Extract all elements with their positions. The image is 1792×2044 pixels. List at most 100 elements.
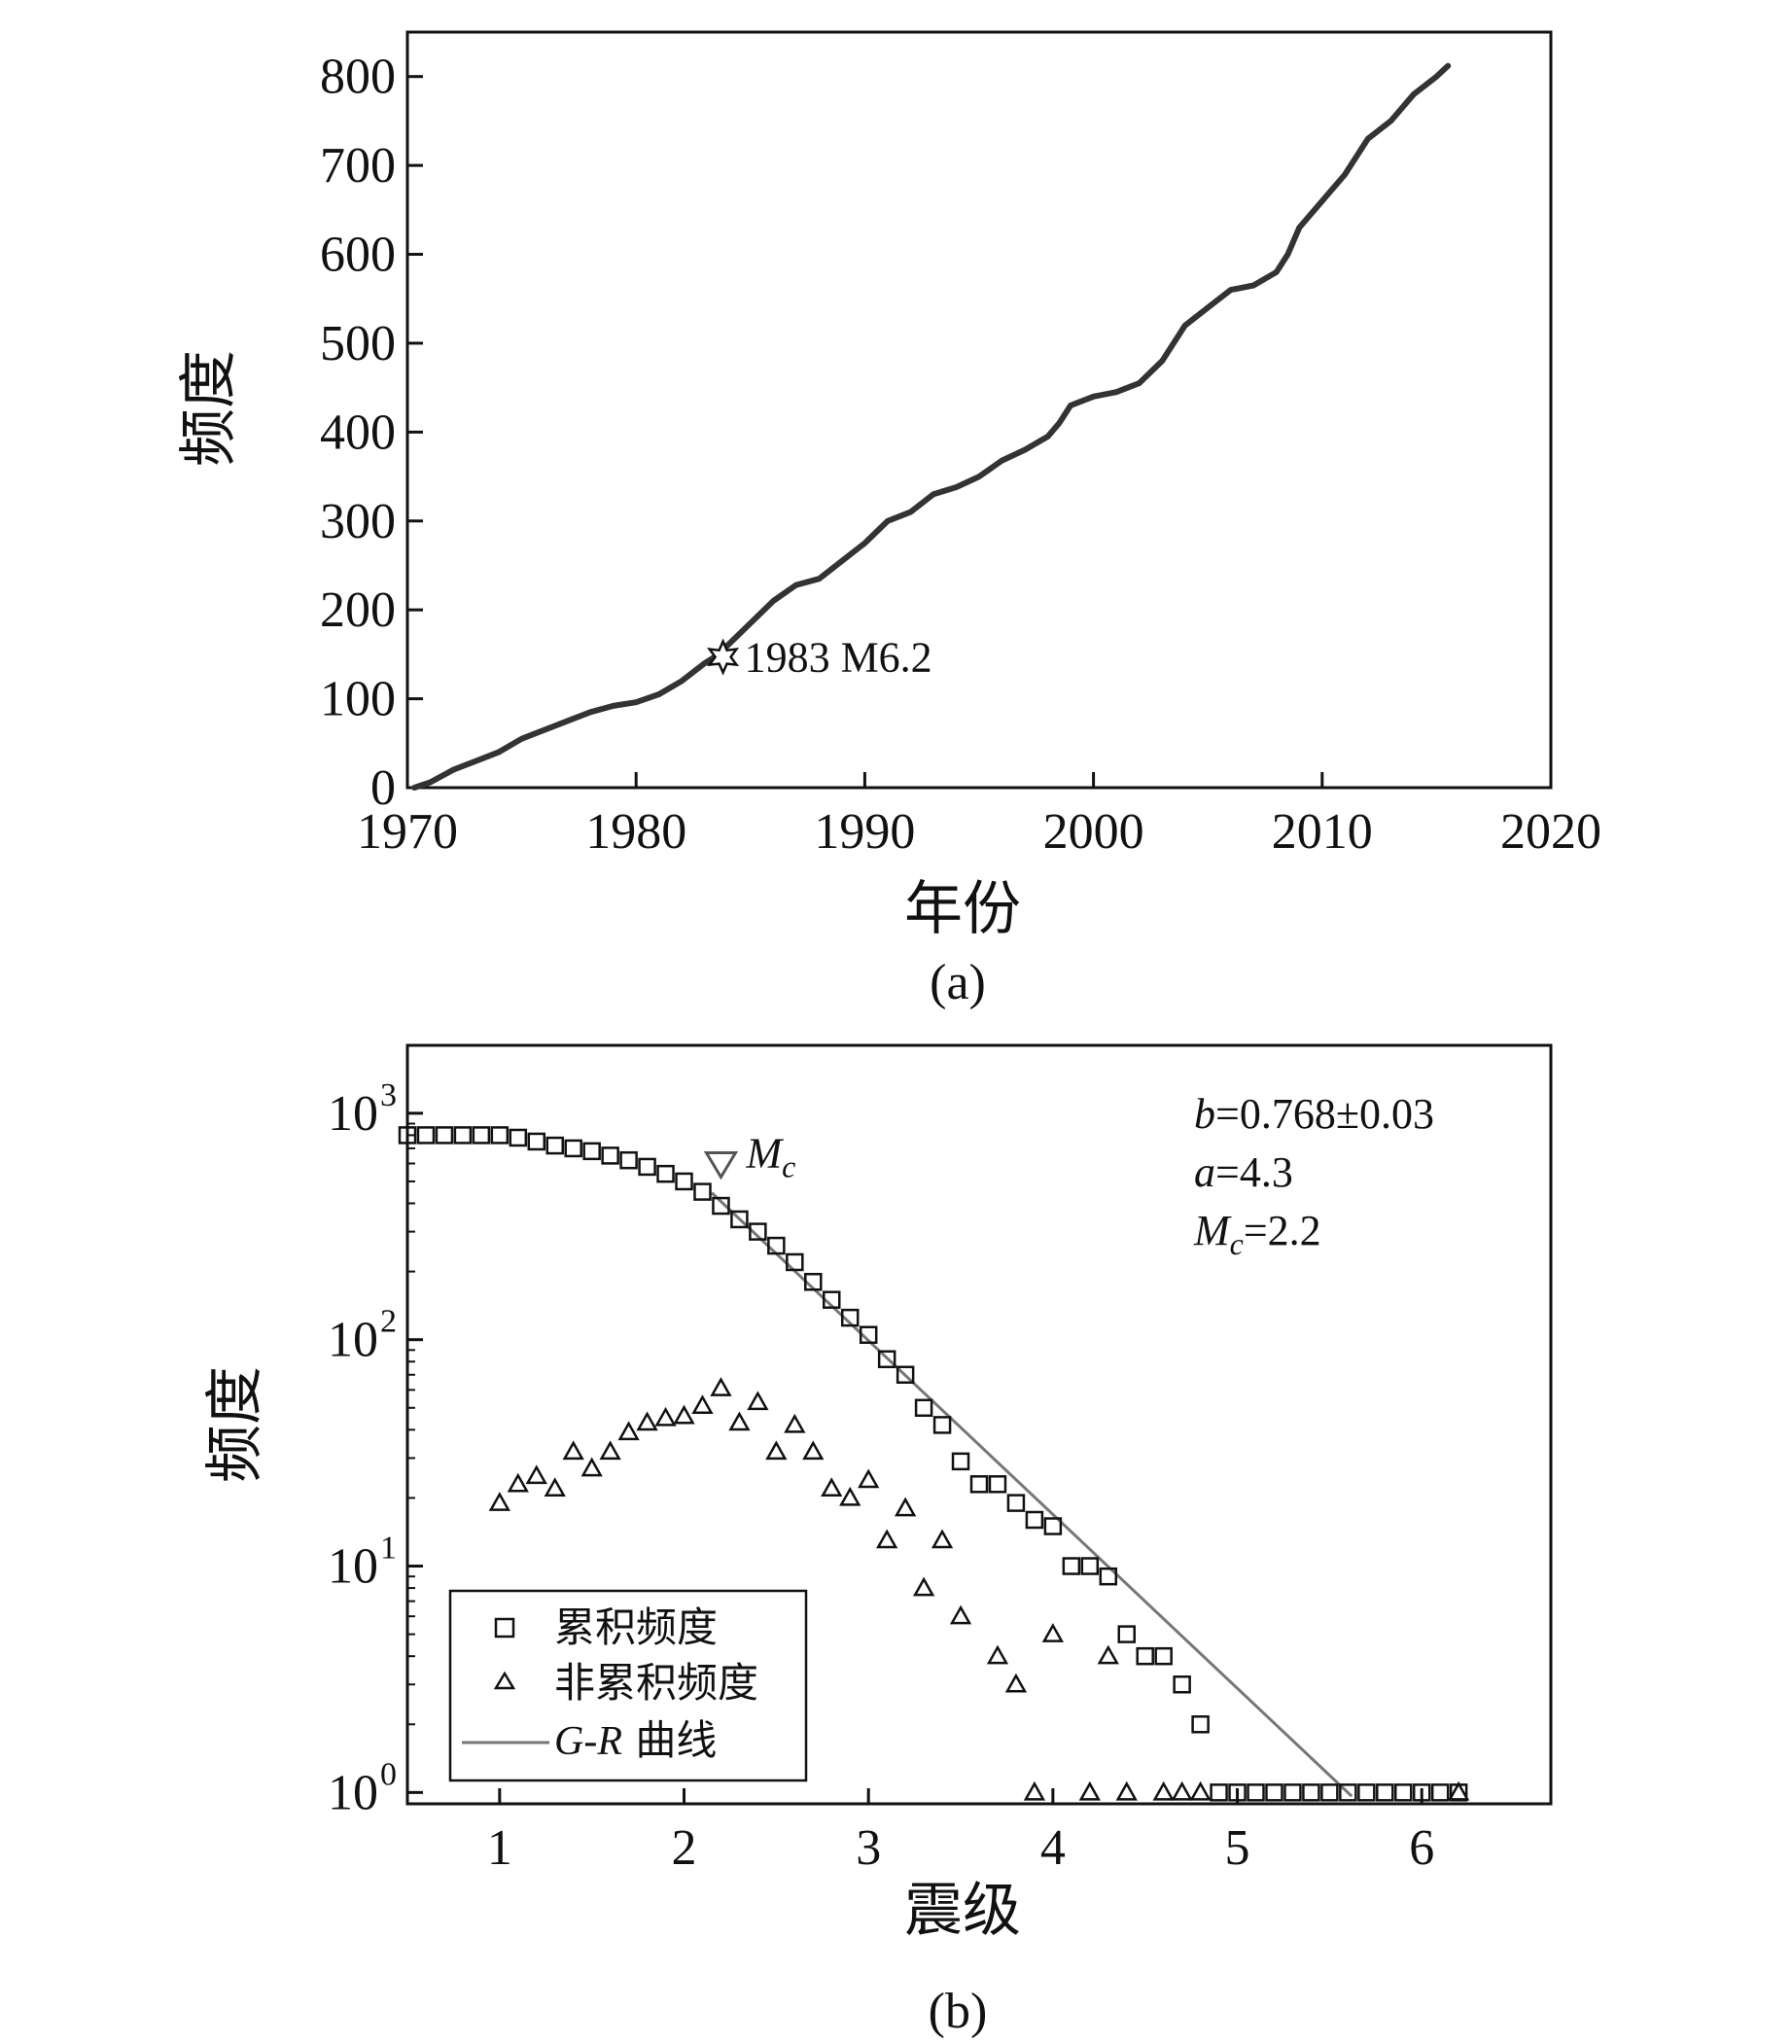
cumulative-point bbox=[1099, 1567, 1118, 1586]
noncumulative-point bbox=[821, 1477, 843, 1498]
cumulative-point bbox=[416, 1126, 436, 1145]
legend-frame bbox=[448, 1589, 808, 1782]
panel-b-x-axis-label: 震级 bbox=[904, 1877, 1021, 1945]
cumulative-point bbox=[1006, 1494, 1026, 1512]
cumulative-point bbox=[1025, 1510, 1044, 1530]
cumulative-point bbox=[914, 1398, 933, 1418]
noncumulative-point bbox=[654, 1406, 677, 1427]
noncumulative-point bbox=[931, 1529, 954, 1549]
y-tick-exponent: 2 bbox=[380, 1304, 397, 1340]
legend-label-noncumulative: 非累积频度 bbox=[554, 1659, 758, 1707]
x-tick-label: 3 bbox=[856, 1820, 881, 1876]
legend: 累积频度 非累积频度 G-R 曲线 bbox=[448, 1589, 808, 1782]
cumulative-point bbox=[1210, 1783, 1228, 1802]
x-tick-label: 2020 bbox=[1500, 804, 1601, 860]
cumulative-point bbox=[1062, 1557, 1081, 1575]
cumulative-point bbox=[582, 1142, 601, 1161]
cumulative-point bbox=[1136, 1646, 1154, 1666]
cumulative-point bbox=[1283, 1783, 1302, 1802]
cumulative-point bbox=[1302, 1783, 1320, 1802]
panel-a-plot-frame bbox=[405, 30, 1553, 790]
gr-curve-line bbox=[710, 1191, 1353, 1798]
noncumulative-point bbox=[544, 1477, 566, 1498]
cumulative-point bbox=[1043, 1517, 1063, 1535]
noncumulative-point bbox=[784, 1413, 806, 1433]
y-tick-exponent: 1 bbox=[380, 1531, 397, 1567]
noncumulative-point bbox=[839, 1486, 861, 1506]
cumulative-point bbox=[601, 1146, 619, 1165]
cumulative-series bbox=[398, 1126, 1468, 1802]
cumulative-point bbox=[675, 1172, 693, 1191]
noncumulative-point bbox=[1115, 1780, 1138, 1801]
y-tick-exponent: 0 bbox=[380, 1756, 397, 1792]
y-tick-label: 10 bbox=[328, 1313, 378, 1368]
cumulative-point bbox=[1412, 1783, 1431, 1802]
cumulative-point bbox=[509, 1128, 528, 1147]
noncumulative-point bbox=[949, 1604, 972, 1625]
panel-a-x-axis-label: 年份 bbox=[904, 875, 1021, 943]
noncumulative-point bbox=[1041, 1623, 1065, 1642]
stat-mc-value: Mc=2.2 bbox=[1193, 1207, 1321, 1261]
y-tick-label: 10 bbox=[328, 1539, 378, 1595]
cumulative-point bbox=[877, 1350, 896, 1369]
panel-a-y-axis-label: 频度 bbox=[175, 350, 243, 467]
noncumulative-point bbox=[728, 1411, 751, 1431]
noncumulative-point bbox=[765, 1440, 788, 1461]
noncumulative-point bbox=[912, 1576, 935, 1597]
mc-marker-subscript: c bbox=[782, 1149, 795, 1184]
x-tick-label: 2000 bbox=[1043, 804, 1144, 860]
cumulative-point bbox=[767, 1236, 786, 1255]
cumulative-point bbox=[693, 1182, 712, 1201]
y-tick-exponent: 3 bbox=[380, 1077, 397, 1113]
panel-b-y-axis-label: 频度 bbox=[201, 1366, 269, 1483]
y-tick-label: 700 bbox=[320, 138, 396, 194]
noncumulative-point bbox=[562, 1440, 584, 1461]
noncumulative-point bbox=[1023, 1780, 1046, 1801]
y-tick-label: 0 bbox=[370, 760, 396, 816]
cumulative-point bbox=[490, 1126, 509, 1145]
panel-a: 0 100 200 300 400 500 600 700 800 1970 1980 1990 20… bbox=[175, 30, 1601, 1010]
mc-marker-triangle bbox=[703, 1151, 739, 1181]
noncumulative-point bbox=[580, 1457, 603, 1477]
fit-statistics: b=0.768±0.03 a=4.3 Mc=2.2 bbox=[1193, 1090, 1434, 1261]
cumulative-point bbox=[840, 1308, 860, 1327]
mc-marker-label: Mc bbox=[745, 1130, 795, 1184]
y-tick-label: 300 bbox=[320, 494, 396, 549]
noncumulative-point bbox=[1189, 1780, 1212, 1801]
y-tick-label: 400 bbox=[320, 405, 396, 460]
noncumulative-point bbox=[636, 1411, 658, 1431]
cumulative-point bbox=[453, 1126, 473, 1145]
cumulative-point bbox=[1339, 1783, 1357, 1802]
cumulative-point bbox=[1080, 1557, 1100, 1575]
legend-label-cumulative: 累积频度 bbox=[554, 1603, 718, 1651]
legend-square-icon bbox=[494, 1617, 515, 1639]
cumulative-point bbox=[1173, 1675, 1191, 1694]
noncumulative-point bbox=[1448, 1780, 1470, 1801]
panel-b-caption: (b) bbox=[929, 1984, 988, 2039]
cumulative-point bbox=[804, 1273, 823, 1291]
cumulative-point bbox=[896, 1365, 915, 1385]
noncumulative-point bbox=[691, 1394, 714, 1415]
earthquake-annotation-label: 1983 M6.2 bbox=[745, 634, 932, 682]
x-tick-label: 5 bbox=[1225, 1820, 1250, 1876]
noncumulative-point bbox=[1152, 1780, 1175, 1801]
cumulative-point bbox=[527, 1132, 546, 1151]
noncumulative-point bbox=[876, 1529, 898, 1549]
legend-triangle-icon bbox=[493, 1671, 516, 1690]
cumulative-point bbox=[712, 1196, 730, 1216]
y-tick-label: 600 bbox=[320, 228, 396, 283]
cumulative-point bbox=[1247, 1783, 1265, 1802]
cumulative-point bbox=[859, 1325, 878, 1345]
x-tick-label: 2010 bbox=[1272, 804, 1373, 860]
noncumulative-point bbox=[858, 1468, 880, 1489]
stat-b-value: b=0.768±0.03 bbox=[1194, 1090, 1434, 1138]
noncumulative-point bbox=[507, 1472, 529, 1493]
x-tick-label: 1980 bbox=[585, 804, 686, 860]
stat-a-value: a=4.3 bbox=[1194, 1148, 1293, 1196]
cumulative-point bbox=[951, 1452, 970, 1471]
x-tick-label: 1 bbox=[487, 1820, 512, 1876]
cumulative-point bbox=[786, 1252, 804, 1272]
